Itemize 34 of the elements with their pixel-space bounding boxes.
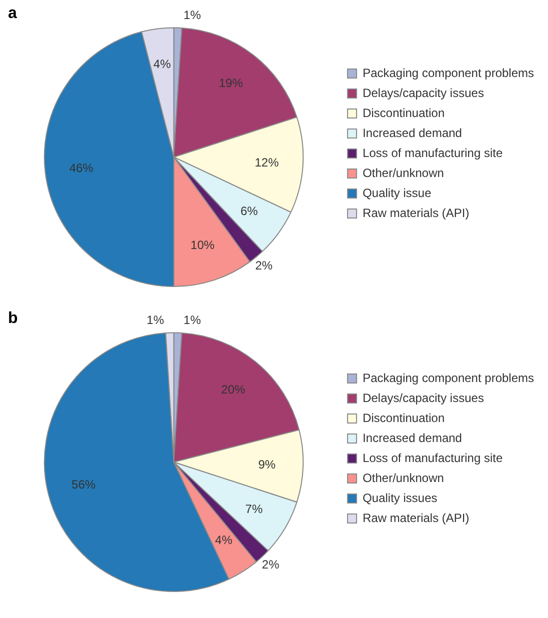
chart-title: a (8, 5, 17, 22)
legend-label: Packaging component problems (362, 66, 534, 80)
legend-label: Other/unknown (362, 166, 444, 180)
data-label: 19% (218, 76, 244, 90)
legend-label: Discontinuation (362, 410, 445, 425)
data-label: 12% (254, 155, 280, 170)
chart-title: b (8, 310, 18, 328)
data-label: 46% (69, 161, 94, 176)
legend-label: Loss of manufacturing site (362, 146, 503, 160)
legend-label: Increased demand (362, 430, 462, 445)
data-label: 6% (240, 204, 258, 218)
legend-label: Discontinuation (362, 106, 445, 120)
data-label: 56% (72, 478, 96, 492)
data-label: 2% (255, 258, 273, 272)
legend-label: Other/unknown (362, 470, 444, 485)
legend-label: Raw materials (API) (362, 510, 470, 525)
data-label: 4% (153, 56, 172, 71)
data-label: 7% (245, 502, 263, 516)
data-label: 4% (215, 533, 233, 548)
data-label: 20% (221, 382, 246, 397)
legend-label: Quality issues (362, 490, 438, 505)
data-label: 1% (184, 8, 202, 22)
data-label: 2% (262, 557, 280, 572)
data-label: 1% (146, 313, 164, 328)
legend-label: Raw materials (API) (362, 206, 470, 220)
legend-label: Delays/capacity issues (362, 86, 484, 100)
legend-label: Delays/capacity issues (362, 390, 484, 405)
legend-label: Packaging component problems (362, 370, 534, 385)
data-label: 10% (190, 238, 215, 252)
legend-label: Loss of manufacturing site (362, 450, 503, 465)
legend-label: Quality issue (362, 186, 432, 200)
data-label: 1% (184, 313, 202, 328)
legend-label: Increased demand (362, 126, 462, 140)
data-label: 9% (258, 457, 276, 472)
